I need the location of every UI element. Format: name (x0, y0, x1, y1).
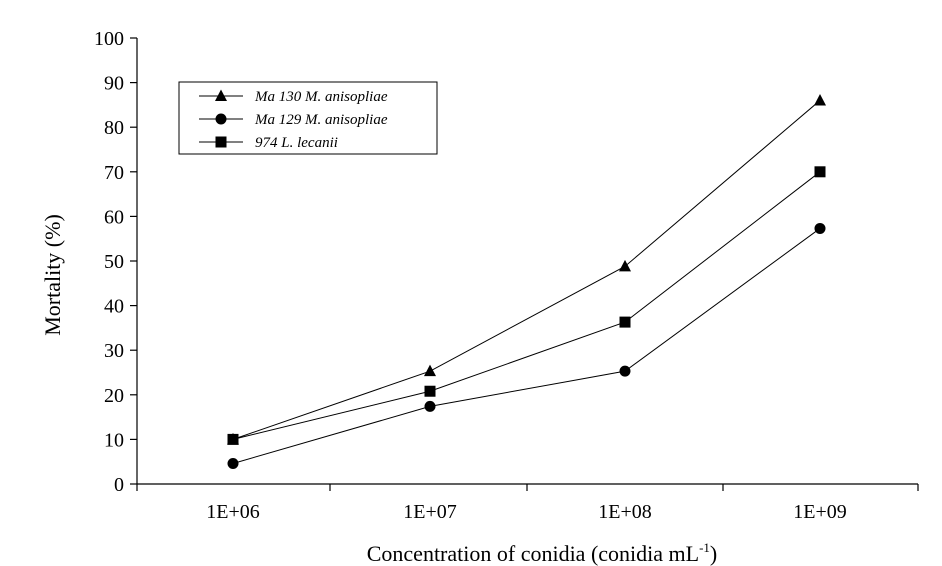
y-tick-label: 80 (104, 117, 124, 139)
series-line (232, 228, 821, 464)
y-tick-label: 30 (104, 340, 124, 362)
series-line (232, 100, 821, 440)
y-tick-label: 90 (104, 73, 124, 95)
legend-item: 974 L. lecanii (199, 135, 338, 151)
x-axis-title: Concentration of conidia (conidia mL-1) (367, 540, 718, 566)
square-marker (215, 136, 227, 148)
circle-marker (227, 457, 239, 469)
y-axis-title: Mortality (%) (40, 214, 65, 336)
circle-marker (215, 113, 227, 125)
legend-item: Ma 129 M. anisopliae (199, 112, 388, 128)
x-axis-ticks: 1E+06 1E+07 1E+08 1E+09 (136, 484, 919, 523)
series-line (232, 171, 821, 440)
triangle-marker (215, 89, 227, 101)
square-marker (227, 433, 239, 445)
legend-label: 974 L. lecanii (255, 135, 338, 151)
y-tick-label: 10 (104, 429, 124, 451)
x-tick-label: 1E+09 (793, 501, 847, 523)
square-marker (424, 385, 436, 397)
x-tick-label: 1E+08 (598, 501, 652, 523)
legend-item: Ma 130 M. anisopliae (199, 89, 388, 105)
legend-label: Ma 130 M. anisopliae (254, 89, 388, 105)
y-tick-label: 0 (114, 474, 124, 496)
circle-marker (424, 400, 436, 412)
x-axis-title-close: ) (710, 541, 717, 566)
circle-marker (814, 222, 826, 234)
x-tick-label: 1E+07 (403, 501, 457, 523)
y-axis-ticks: 0 10 20 30 40 50 60 70 80 90 100 (94, 28, 137, 496)
square-marker (619, 316, 631, 328)
y-tick-label: 50 (104, 251, 124, 273)
square-marker (814, 166, 826, 178)
legend-label: Ma 129 M. anisopliae (254, 112, 388, 128)
legend-items: Ma 130 M. anisopliae Ma 129 M. anisopliae… (199, 89, 388, 151)
y-tick-label: 60 (104, 206, 124, 228)
triangle-marker (424, 364, 436, 377)
y-tick-label: 70 (104, 162, 124, 184)
y-tick-label: 40 (104, 296, 124, 318)
circle-marker (619, 365, 631, 377)
x-axis-title-main: Concentration of conidia (conidia mL (367, 541, 699, 566)
series-974-l-lecanii (227, 166, 826, 445)
y-tick-label: 100 (94, 28, 124, 50)
triangle-marker (619, 259, 631, 272)
triangle-marker (814, 93, 826, 106)
x-axis-title-superscript: -1 (699, 540, 710, 555)
series-ma-130-m-anisopliae (227, 93, 826, 445)
series-ma-129-m-anisopliae (227, 222, 826, 469)
x-tick-label: 1E+06 (206, 501, 260, 523)
series-layer (227, 93, 826, 469)
legend: Ma 130 M. anisopliae Ma 129 M. anisopliae… (178, 81, 438, 155)
y-tick-label: 20 (104, 385, 124, 407)
